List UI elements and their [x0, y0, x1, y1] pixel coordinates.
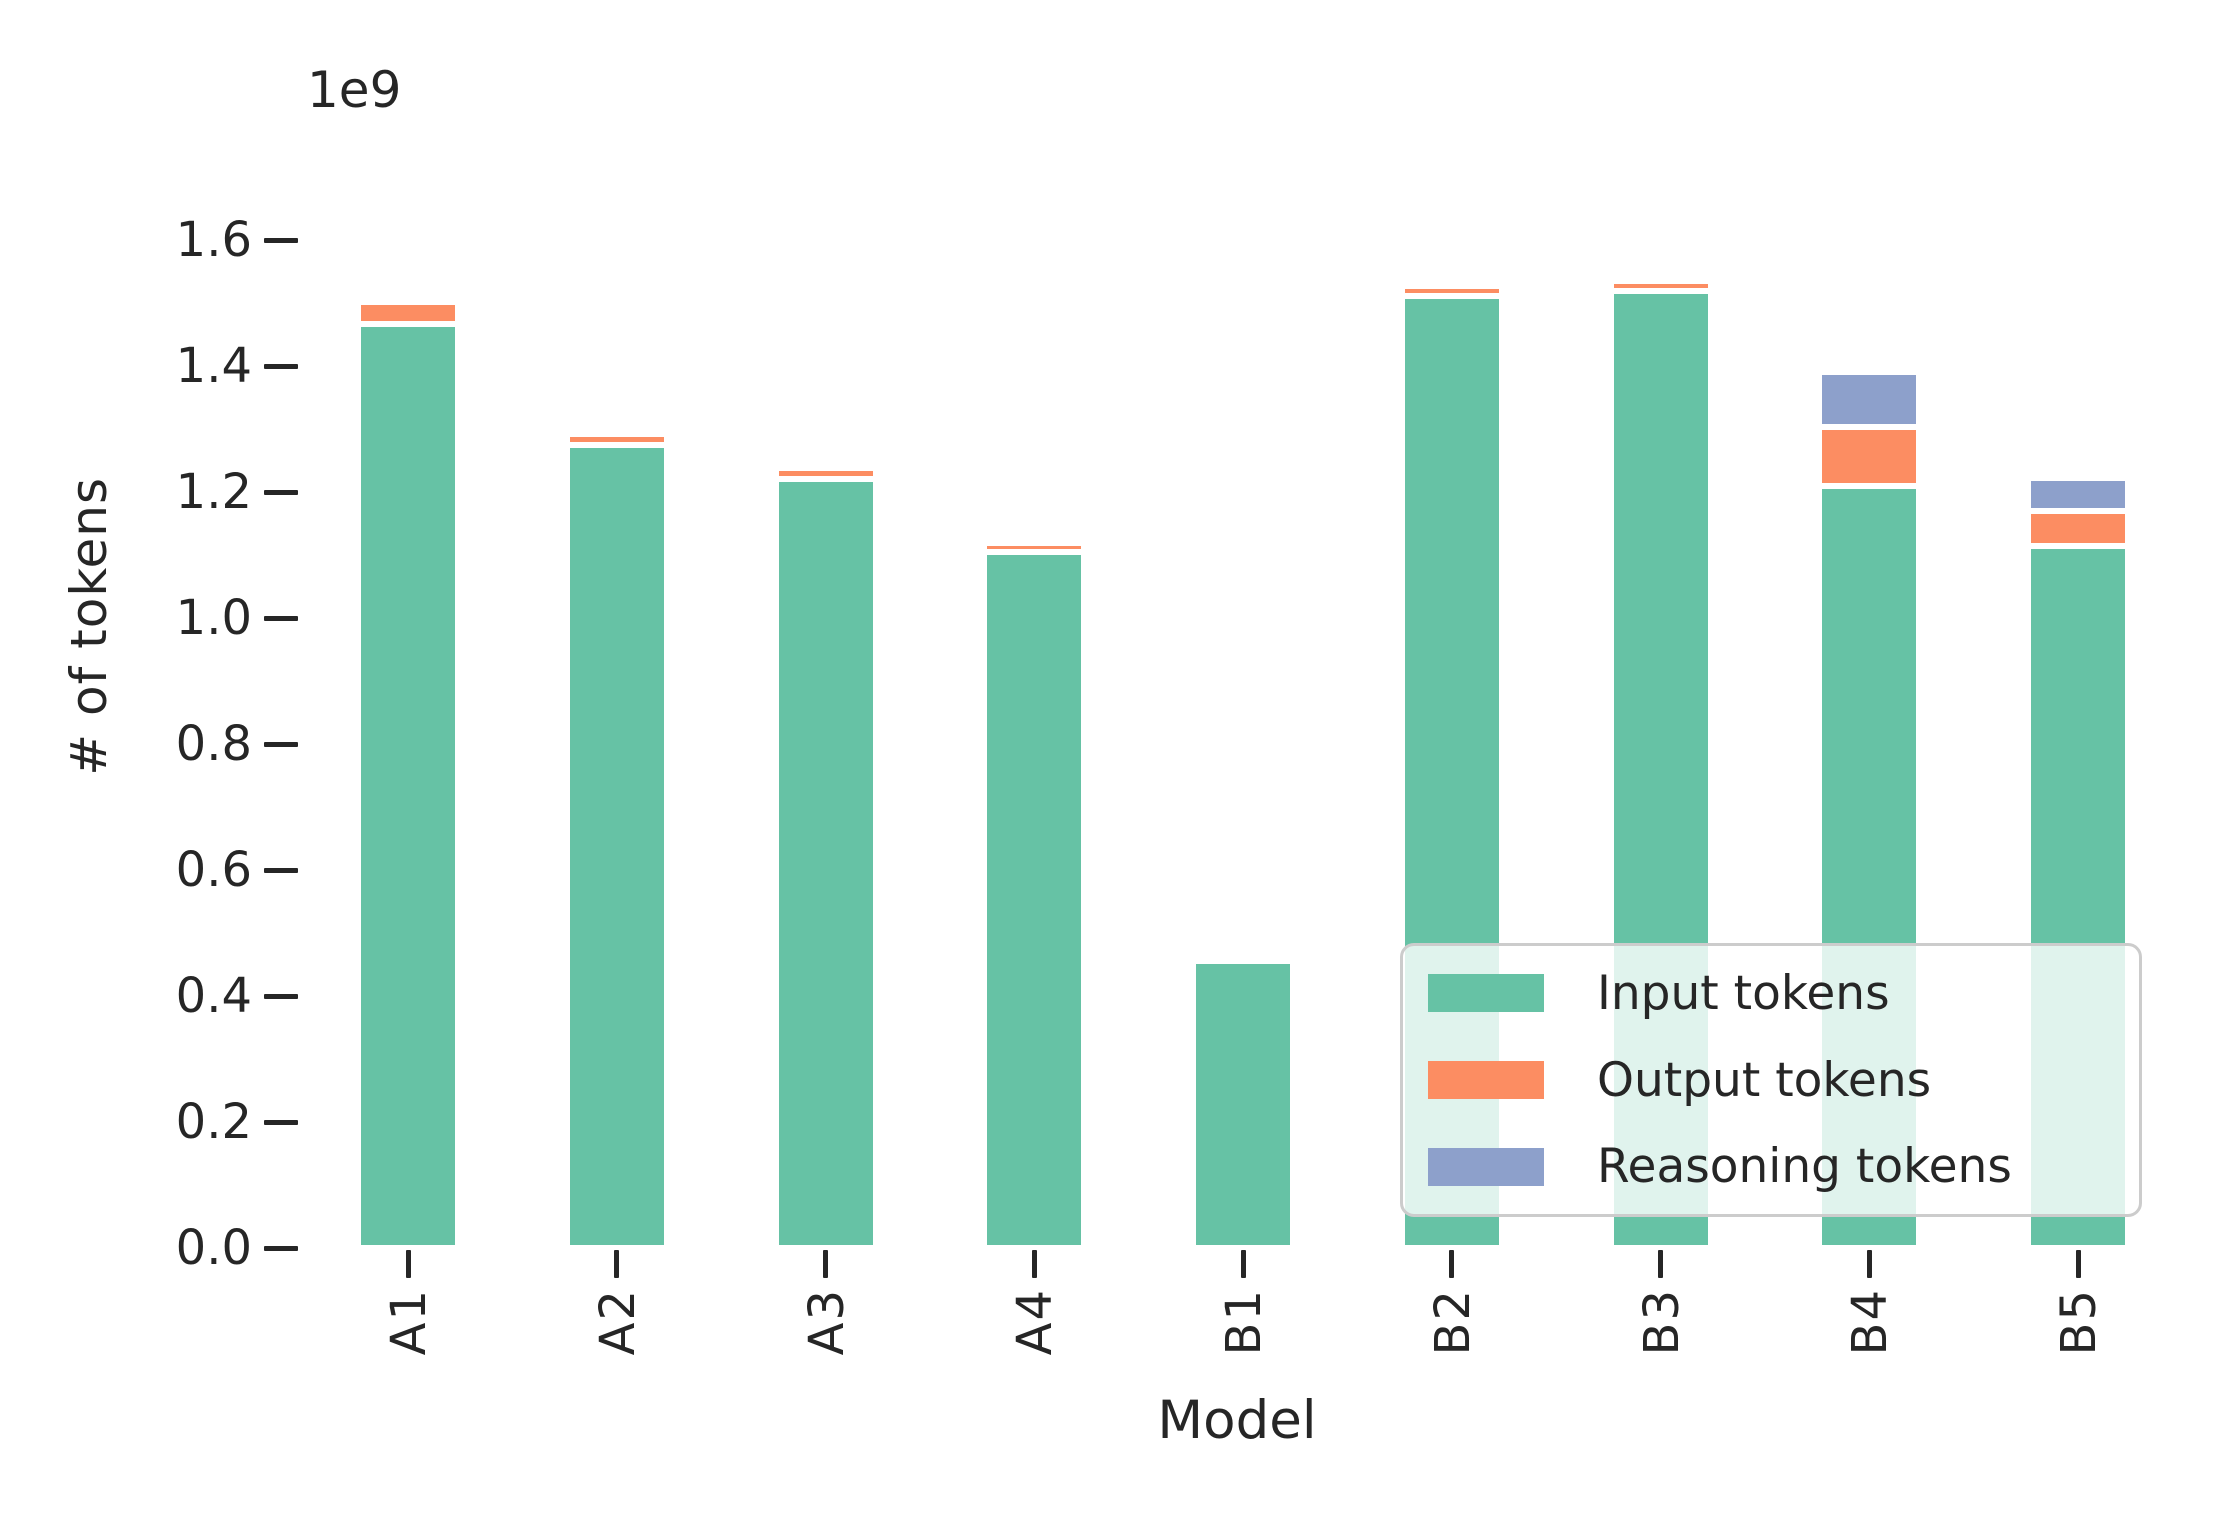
bar-segment-B3-output [1610, 280, 1711, 292]
bar-segment-A3-input [775, 479, 876, 1248]
x-tick-label-A3: A3 [798, 1288, 855, 1356]
bar-segment-A4-output [984, 543, 1085, 552]
x-tick-mark [614, 1250, 620, 1278]
legend-row-input: Input tokens [1403, 950, 2139, 1037]
x-tick-mark [1866, 1250, 1872, 1278]
x-tick-mark [823, 1250, 828, 1278]
y-tick-mark [264, 867, 298, 873]
y-tick-label: 1.0 [175, 590, 252, 646]
x-tick-label-A1: A1 [381, 1288, 437, 1356]
reasoning-tokens-swatch [1428, 1147, 1544, 1186]
x-axis-title: Model [1157, 1390, 1317, 1451]
x-tick-label-B5: B5 [2051, 1288, 2107, 1356]
y-tick-mark [264, 993, 298, 999]
output-tokens-swatch [1428, 1061, 1544, 1099]
x-tick-label-B4: B4 [1842, 1288, 1899, 1356]
y-tick-mark [264, 489, 298, 495]
legend-row-output: Output tokens [1403, 1037, 2139, 1124]
bar-segment-A3-output [775, 468, 876, 480]
y-tick-mark [264, 363, 298, 369]
bar-segment-B4-output [1819, 427, 1920, 486]
bar-segment-B4-reasoning [1819, 372, 1920, 428]
y-tick-mark [264, 741, 298, 747]
x-tick-mark [405, 1250, 411, 1278]
x-tick-label-A4: A4 [1007, 1288, 1064, 1356]
bar-segment-B5-reasoning [2028, 477, 2128, 511]
x-tick-label-A2: A2 [589, 1288, 646, 1356]
x-tick-label-B3: B3 [1633, 1288, 1690, 1356]
bar-segment-B5-output [2028, 510, 2128, 546]
y-tick-label: 0.2 [175, 1094, 252, 1150]
bar-segment-A2-input [566, 445, 667, 1248]
bar-segment-B1-input [1193, 961, 1293, 1248]
input-tokens-swatch [1428, 974, 1544, 1013]
x-tick-mark [1031, 1250, 1037, 1278]
legend-row-reasoning: Reasoning tokens [1403, 1123, 2139, 1210]
y-tick-label: 0.8 [175, 716, 252, 772]
y-tick-mark [264, 237, 298, 243]
bar-segment-B2-output [1401, 285, 1502, 297]
legend-label-input: Input tokens [1597, 965, 1890, 1021]
x-tick-mark [1658, 1250, 1663, 1278]
bar-segment-A4-input [984, 551, 1085, 1248]
y-tick-label: 1.2 [175, 464, 252, 520]
legend: Input tokens Output tokens Reasoning tok… [1400, 943, 2142, 1217]
x-tick-label-B2: B2 [1424, 1288, 1481, 1356]
legend-label-output: Output tokens [1597, 1052, 1932, 1108]
legend-label-reasoning: Reasoning tokens [1597, 1139, 2012, 1195]
y-axis-title: # of tokens [60, 477, 118, 776]
y-tick-label: 1.4 [175, 338, 252, 394]
y-tick-mark [264, 615, 298, 621]
x-tick-label-B1: B1 [1216, 1288, 1272, 1356]
bar-segment-A2-output [566, 434, 667, 446]
bar-segment-A1-input [358, 323, 458, 1248]
y-tick-label: 1.6 [175, 212, 252, 268]
x-tick-mark [1449, 1250, 1455, 1278]
bar-segment-A1-output [358, 301, 458, 324]
y-tick-label: 0.4 [175, 968, 252, 1024]
y-axis-offset-label: 1e9 [307, 61, 402, 119]
y-tick-label: 0.0 [175, 1220, 252, 1276]
y-tick-mark [264, 1245, 298, 1251]
x-tick-mark [2075, 1250, 2081, 1278]
y-tick-mark [264, 1119, 298, 1125]
y-tick-label: 0.6 [175, 842, 252, 898]
x-tick-mark [1240, 1250, 1246, 1278]
